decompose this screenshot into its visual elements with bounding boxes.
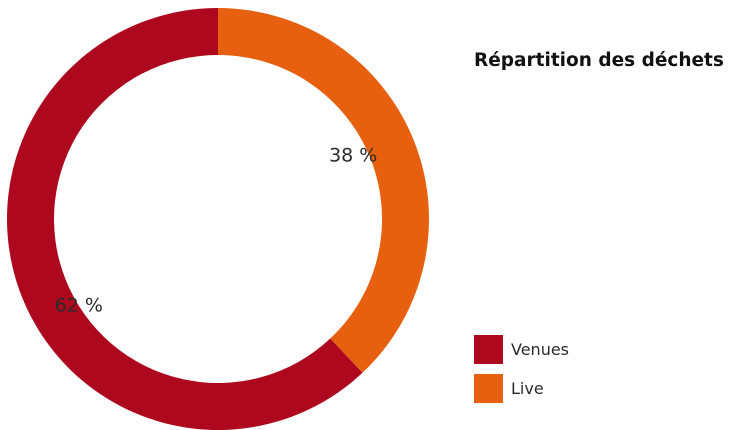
legend: Venues Live xyxy=(474,334,569,412)
donut-slice-live xyxy=(218,8,429,373)
legend-label-venues: Venues xyxy=(511,340,570,359)
slice-label-live: 38 % xyxy=(329,144,377,166)
legend-item-venues: Venues xyxy=(474,334,569,365)
legend-item-live: Live xyxy=(474,373,569,404)
slice-label-venues: 62 % xyxy=(55,295,103,317)
legend-swatch-venues xyxy=(474,335,503,364)
legend-swatch-live xyxy=(474,374,503,403)
donut-chart: 62 % 38 % xyxy=(7,8,429,430)
chart-title: Répartition des déchets xyxy=(474,50,724,71)
donut-slice-venues xyxy=(7,8,363,430)
legend-label-live: Live xyxy=(511,379,544,398)
